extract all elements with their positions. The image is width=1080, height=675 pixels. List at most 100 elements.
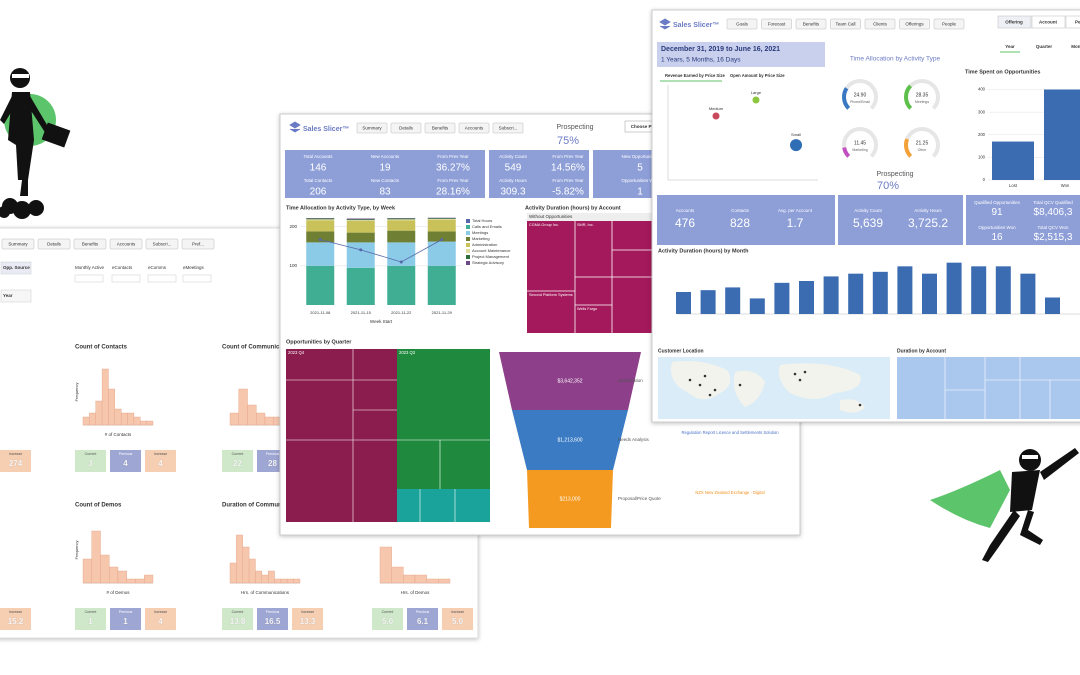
legend-label: Total Hours [472,218,492,223]
kpi-label: Avg. per Account [778,208,813,213]
kpi-value: 206 [310,187,327,198]
gauge-value: 21.25 [916,140,929,146]
button [899,18,930,30]
kpi-value: 19 [379,163,391,174]
stat-value: 1 [88,617,93,626]
kpi-label: Opportunities Won [978,225,1016,230]
bar-segment [427,265,456,305]
tab-label: Revenue Earned by Price Size [665,73,725,78]
treemap-label: SMR, Inc. [577,223,594,227]
treemap-block [397,489,490,522]
line-point [440,238,444,242]
stat-value: 5.0 [382,617,394,626]
kpi-label: Accounts [676,208,695,213]
scatter-point [790,139,803,152]
bar [946,262,962,314]
bar-segment [427,219,456,232]
filter-box [0,261,32,275]
button-label: Subscri... [499,126,518,131]
stat-value: 13.3 [300,617,316,626]
bar-segment [427,241,456,266]
stat-label: Current [232,610,244,614]
stat-box [407,608,438,630]
stat-label: Increase [154,610,167,614]
button-label: Forecast [768,22,786,27]
histogram-bar [238,388,248,426]
button-label: Summary [8,242,28,247]
stat-value: 5.0 [452,617,464,626]
button [933,18,965,30]
button-label: Accounts [465,126,484,131]
kpi-label: Total QCV Won [1038,225,1069,230]
bar [774,282,790,314]
histogram-bar [133,416,141,426]
histogram-bar [255,570,263,584]
kpi-value: 5 [637,163,643,174]
filter-label: Opp. Source [3,265,30,270]
stat-box [75,450,106,472]
kpi-label: From Prev Year [437,154,469,159]
bar-segment [387,230,416,243]
gauge-arc [842,87,851,110]
stat-label: Increase [9,452,22,456]
gauge-arc [904,84,913,110]
legend-swatch [466,237,470,241]
histogram-bar [126,578,136,584]
bar-segment [346,220,375,233]
histogram-bar [379,546,392,584]
axis-title: Hrs. of Communications [241,590,290,595]
bar [897,266,913,314]
stat-box [257,608,288,630]
button-label: Benefits [432,126,449,131]
gauge-label: Meetings [915,100,929,104]
histogram-bar [140,420,147,426]
bar [823,276,839,314]
tab-label: Month [1071,44,1080,49]
gauge-arc [842,147,851,158]
button [356,122,388,134]
x-tick-label: Won [1061,183,1070,188]
funnel-stage [527,470,613,528]
histogram-bar [256,412,266,426]
stat-label: Increase [451,610,464,614]
bar-segment [387,219,416,221]
axis-title: Frequency [74,541,79,560]
kpi-value: 83 [379,187,391,198]
line-point [399,260,403,264]
scatter-point [752,96,760,104]
legend-swatch [466,225,470,229]
treemap-group: Without Opportunities [529,214,573,219]
kpi-label: New Accounts [371,154,400,159]
histogram-bar [280,578,288,584]
map-dot [703,374,707,378]
kpi-panel [489,150,589,198]
button [458,122,490,134]
chart-title: Duration of Communications [222,503,305,509]
prospecting-value: 75% [557,135,579,147]
histogram-bar [403,574,416,584]
funnel-stage-label: Proposal/Price Quote [618,496,661,501]
kpi-panel [285,150,485,198]
axis-title: Week Start [370,319,393,324]
map-dot [803,370,807,374]
stat-value: 4 [123,459,128,468]
chart-title: Customer Location [658,348,704,354]
gauge-label: Other [918,148,928,152]
button-label: Clients [873,22,888,27]
gauge-arc [904,138,913,158]
bar-segment [346,232,375,243]
kpi-panel [838,195,963,245]
tab [1065,15,1080,29]
bar-segment [427,231,456,242]
map-dot [708,393,712,397]
bar-segment [427,218,456,219]
button-label: Benefits [803,22,820,27]
prospecting-label: Prospecting [877,171,914,178]
chart-title: Activity Duration (hours) by Account [525,205,621,211]
y-tick-label: 100 [978,154,986,159]
stat-box [442,608,473,630]
input-box [111,274,141,283]
hero-right [930,448,1079,562]
legend-swatch [466,255,470,259]
